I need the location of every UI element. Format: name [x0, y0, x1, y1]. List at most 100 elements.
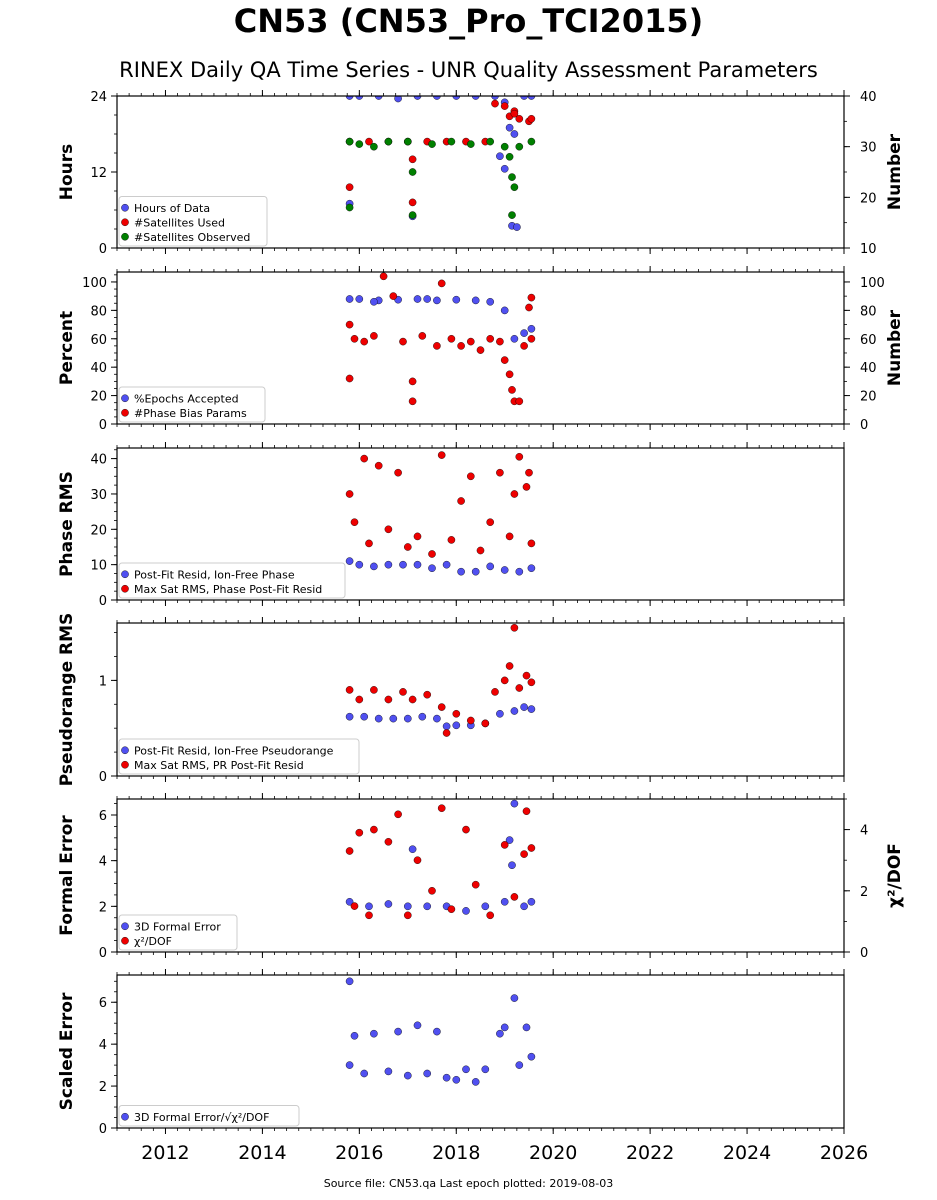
data-point: [466, 472, 475, 481]
data-point: [350, 902, 359, 910]
data-point: [403, 911, 412, 920]
data-point: [345, 137, 354, 146]
data-point: [527, 293, 536, 302]
y-tick-label: 0: [99, 242, 107, 257]
data-point: [447, 536, 456, 544]
x-tick-label: 2024: [723, 1142, 771, 1164]
data-point: [527, 844, 536, 852]
data-point: [355, 140, 364, 148]
panel-6-points: [345, 977, 536, 1086]
data-point: [437, 451, 446, 459]
data-point: [500, 841, 509, 849]
data-point: [510, 490, 519, 498]
data-point: [394, 468, 402, 477]
y-axis-label: Percent: [57, 311, 77, 385]
data-point: [520, 329, 528, 337]
y-axis-label: Hours: [57, 144, 77, 201]
y-tick-label: 2: [99, 1080, 107, 1095]
data-point: [384, 137, 393, 146]
data-point: [384, 525, 393, 534]
legend-marker: [121, 203, 129, 212]
data-point: [510, 893, 519, 901]
data-point: [355, 828, 364, 837]
data-point: [510, 334, 519, 343]
data-point: [423, 1069, 432, 1078]
data-point: [515, 452, 524, 461]
data-point: [510, 109, 519, 118]
data-point: [457, 342, 465, 350]
data-point: [365, 137, 373, 146]
data-point: [481, 902, 490, 911]
data-point: [360, 712, 369, 721]
data-point: [491, 688, 499, 696]
data-point: [520, 342, 528, 350]
y-tick-label: 0: [99, 418, 107, 433]
data-point: [447, 137, 456, 146]
data-point: [428, 550, 436, 558]
data-point: [384, 695, 393, 704]
legend-box: [118, 914, 238, 951]
data-point: [520, 850, 528, 858]
data-point: [345, 295, 354, 303]
y-axis-label: Formal Error: [57, 815, 77, 936]
y-tick-label: 30: [90, 488, 107, 503]
data-point: [370, 825, 378, 834]
legend-box: [118, 196, 268, 247]
y2-tick-label: 40: [860, 90, 877, 105]
data-point: [527, 564, 536, 573]
data-point: [486, 137, 495, 146]
legend-label: Hours of Data: [134, 202, 210, 215]
legend-box: [118, 562, 346, 599]
data-point: [345, 203, 354, 212]
data-point: [433, 714, 441, 723]
data-point: [505, 532, 514, 541]
data-point: [442, 1073, 451, 1082]
data-point: [413, 560, 422, 569]
data-point: [500, 356, 509, 364]
data-point: [384, 1067, 393, 1076]
data-point: [476, 546, 485, 555]
data-point: [418, 712, 427, 721]
data-point: [510, 624, 519, 632]
y-tick-label: 0: [99, 770, 107, 785]
data-point: [433, 296, 441, 305]
data-point: [399, 337, 407, 346]
data-point: [508, 211, 516, 219]
data-point: [403, 714, 412, 723]
data-point: [525, 468, 533, 477]
figure-subtitle: RINEX Daily QA Time Series - UNR Quality…: [119, 58, 818, 82]
data-point: [515, 684, 524, 692]
y-tick-label: 12: [90, 166, 107, 181]
data-point: [522, 483, 531, 491]
data-point: [403, 137, 412, 146]
data-point: [413, 295, 422, 303]
data-point: [428, 887, 436, 895]
data-point: [365, 902, 373, 911]
data-point: [510, 183, 519, 191]
data-point: [505, 370, 514, 379]
data-point: [437, 703, 446, 711]
data-point: [527, 539, 536, 548]
panel-2: 0 20 40 60 80 100 Percent 0 20 40 60 80 100 Number %Ep…: [57, 266, 905, 433]
data-point: [345, 1061, 354, 1069]
data-point: [500, 164, 509, 173]
data-point: [408, 155, 417, 164]
legend-label: Post-Fit Resid, Ion-Free Pseudorange: [134, 744, 334, 757]
data-point: [527, 678, 536, 687]
data-point: [345, 977, 354, 986]
data-point: [370, 297, 378, 306]
data-point: [520, 902, 528, 911]
data-point: [374, 461, 383, 470]
y2-tick-label: 0: [860, 946, 868, 961]
y2-tick-label: 10: [860, 242, 877, 257]
data-point: [433, 342, 441, 350]
legend-label: 3D Formal Error/√χ²/DOF: [134, 1111, 269, 1124]
figure-footer: Source file: CN53.qa Last epoch plotted:…: [323, 1177, 614, 1190]
data-point: [370, 686, 378, 694]
legend-marker: [121, 936, 129, 945]
data-point: [510, 130, 519, 138]
data-point: [370, 332, 378, 340]
data-point: [355, 295, 364, 303]
